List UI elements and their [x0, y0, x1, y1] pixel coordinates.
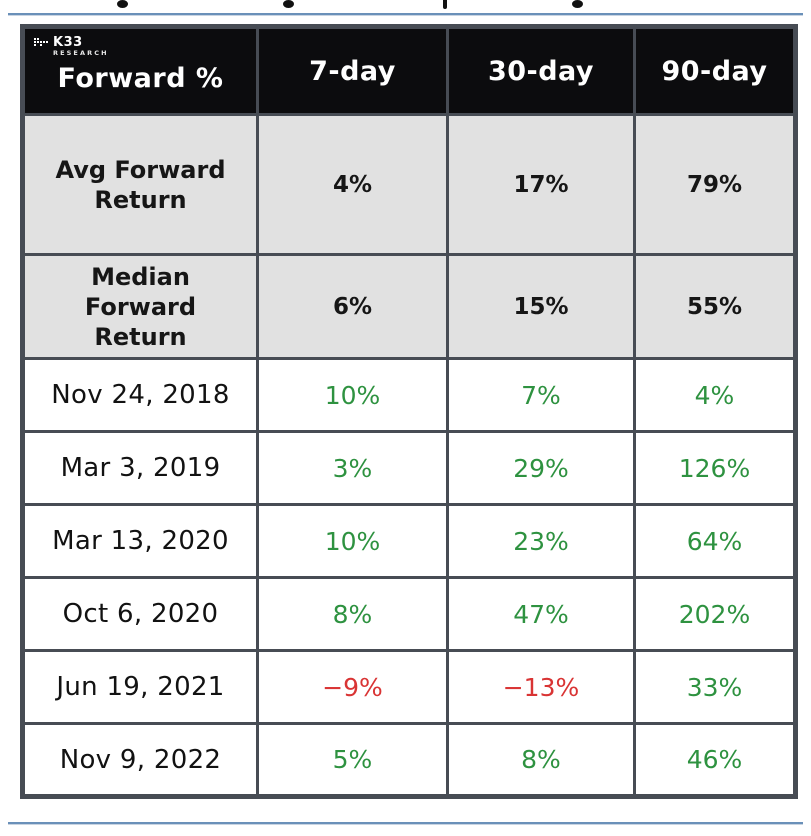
value-cell: 64%	[633, 503, 797, 579]
row-label: Nov 24, 2018	[21, 357, 259, 433]
value-cell: 79%	[633, 113, 797, 256]
row-label: Nov 9, 2022	[21, 722, 259, 798]
row-label: Avg Forward Return	[21, 113, 259, 256]
cropped-letter-descender	[572, 0, 583, 8]
row-label: Oct 6, 2020	[21, 576, 259, 652]
value-cell: 3%	[256, 430, 449, 506]
value-cell: 15%	[446, 253, 636, 360]
header-row: K33 RESEARCH Forward % 7-day 30-day 90-d…	[21, 25, 797, 116]
value-cell: 33%	[633, 649, 797, 725]
k33-logo-text: K33 RESEARCH	[53, 36, 109, 57]
summary-row-median: Median Forward Return 6% 15% 55%	[21, 253, 797, 360]
summary-row-avg: Avg Forward Return 4% 17% 79%	[21, 113, 797, 256]
k33-logo-icon	[34, 38, 48, 46]
k33-logo: K33 RESEARCH	[34, 36, 109, 57]
k33-brand-name: K33	[53, 35, 83, 50]
value-cell: −9%	[256, 649, 449, 725]
value-cell: 10%	[256, 503, 449, 579]
value-cell: 8%	[256, 576, 449, 652]
date-row: Mar 13, 2020 10% 23% 64%	[21, 503, 797, 579]
cropped-letter-descender	[443, 0, 447, 9]
row-label: Mar 3, 2019	[21, 430, 259, 506]
value-cell: 29%	[446, 430, 636, 506]
k33-brand-sub: RESEARCH	[53, 49, 109, 57]
cropped-letter-descender	[283, 0, 294, 8]
value-cell: 202%	[633, 576, 797, 652]
header-cell-30day: 30-day	[446, 25, 636, 116]
date-row: Nov 9, 2022 5% 8% 46%	[21, 722, 797, 798]
value-cell: 10%	[256, 357, 449, 433]
row-label-text: Median Forward Return	[84, 262, 197, 351]
value-cell: 4%	[633, 357, 797, 433]
value-cell: 17%	[446, 113, 636, 256]
value-cell: 47%	[446, 576, 636, 652]
value-cell: −13%	[446, 649, 636, 725]
value-cell: 46%	[633, 722, 797, 798]
row-label-text: Avg Forward Return	[55, 155, 226, 214]
value-cell: 5%	[256, 722, 449, 798]
bottom-divider-line	[8, 822, 803, 824]
cropped-title-fragment	[0, 0, 811, 10]
cropped-letter-descender	[117, 0, 128, 8]
value-cell: 126%	[633, 430, 797, 506]
date-row: Oct 6, 2020 8% 47% 202%	[21, 576, 797, 652]
date-row: Mar 3, 2019 3% 29% 126%	[21, 430, 797, 506]
header-cell-7day: 7-day	[256, 25, 449, 116]
row-label: Median Forward Return	[21, 253, 259, 360]
column-header-label: Forward %	[57, 62, 224, 94]
header-cell-90day: 90-day	[633, 25, 797, 116]
value-cell: 7%	[446, 357, 636, 433]
value-cell: 55%	[633, 253, 797, 360]
value-cell: 4%	[256, 113, 449, 256]
date-row: Jun 19, 2021 −9% −13% 33%	[21, 649, 797, 725]
forward-returns-table: K33 RESEARCH Forward % 7-day 30-day 90-d…	[20, 24, 798, 799]
row-label: Mar 13, 2020	[21, 503, 259, 579]
date-row: Nov 24, 2018 10% 7% 4%	[21, 357, 797, 433]
value-cell: 23%	[446, 503, 636, 579]
top-divider-line	[8, 13, 803, 15]
header-cell-forward-pct: K33 RESEARCH Forward %	[21, 25, 259, 116]
value-cell: 8%	[446, 722, 636, 798]
row-label: Jun 19, 2021	[21, 649, 259, 725]
value-cell: 6%	[256, 253, 449, 360]
